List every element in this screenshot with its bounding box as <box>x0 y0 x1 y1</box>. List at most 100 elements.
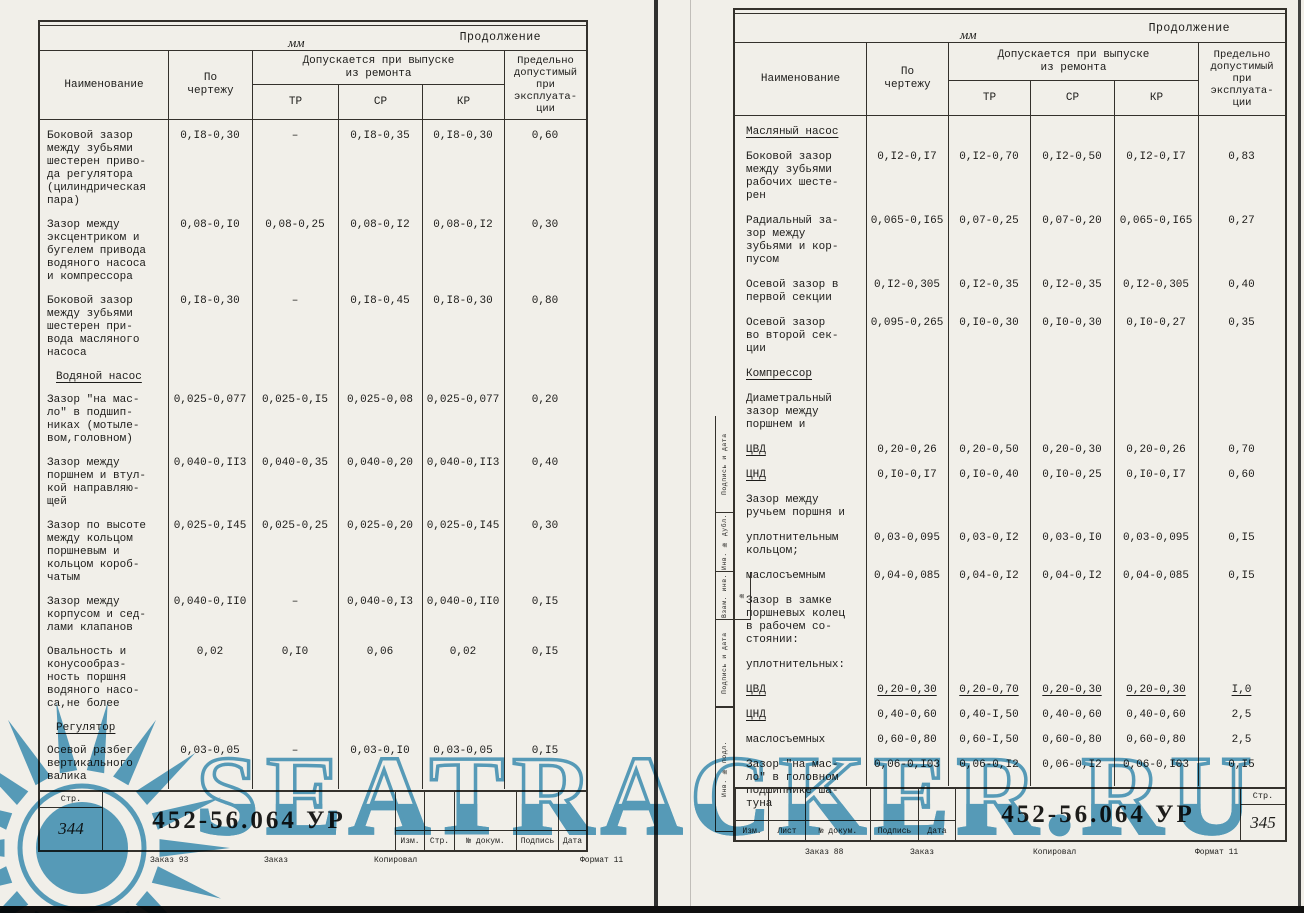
row-value: 0,40-0,60 <box>1126 709 1186 721</box>
sheet-number: 345 <box>1250 812 1276 832</box>
row-value: 0,03-0,05 <box>180 745 240 757</box>
top-strip: Продолжение мм <box>40 22 586 50</box>
section-row: Компрессор <box>735 368 1285 381</box>
row-value: 0,025-0,25 <box>261 520 328 532</box>
sidebar-field: Подпись и дата <box>715 416 734 513</box>
row-name: Боковой зазор между зубьями шестерен при-в… <box>47 295 140 359</box>
row-value: 0,025-0,077 <box>173 394 247 406</box>
sidebar-field: Инв. № подл. <box>715 707 734 832</box>
row-value: – <box>291 295 299 307</box>
table-row: Зазор между поршнем и втул-кой направляю-… <box>40 457 586 509</box>
row-value: 0,I5 <box>531 596 559 608</box>
table-row: Зазор "на мас-ло" в головном подшипнике ш… <box>735 759 1285 811</box>
row-name: Зазор между поршнем и втул-кой направляю-… <box>47 457 147 508</box>
row-value: 0,I8-0,30 <box>433 295 493 307</box>
row-name: Регулятор <box>56 722 116 734</box>
row-name: уплотнительных: <box>746 659 846 671</box>
row-value: 0,08-0,I0 <box>180 219 240 231</box>
row-value: 0,03-0,095 <box>1122 532 1189 544</box>
col-header-kr: КР <box>1114 81 1198 115</box>
binding-edge <box>654 0 658 913</box>
row-name: Зазор между ручьем поршня и <box>746 494 846 519</box>
table-row: ЦНД 0,I0-0,I7 0,I0-0,40 0,I0-0,25 0,I0-0,I7 0… <box>735 469 1285 482</box>
row-value: 0,I8-0,30 <box>180 295 240 307</box>
row-value: 0,I2-0,305 <box>1122 279 1189 291</box>
row-value: 0,025-0,I5 <box>261 394 328 406</box>
col-header-sr: СР <box>1030 81 1114 115</box>
footer-note: Формат 11 <box>580 856 624 865</box>
sidebar-field: Взам. инв. № <box>715 572 751 620</box>
row-value: 0,40-I,50 <box>959 709 1019 721</box>
row-name: Зазор между корпусом и сед-лами клапанов <box>47 596 147 634</box>
row-value: 0,06-0,I03 <box>1122 759 1189 771</box>
col-header-kr: КР <box>422 85 504 119</box>
row-name: Боковой зазор между зубьями рабочих шесте-… <box>746 151 839 202</box>
table-header: Наименование По чертежу Допускается при … <box>735 42 1285 116</box>
col-header-repair: Допускается при выпуске из ремонта <box>948 43 1198 81</box>
row-value: 0,I2-0,I7 <box>877 151 937 163</box>
scan-edge-bottom <box>0 906 1304 913</box>
row-value: 0,60 <box>1228 469 1255 481</box>
row-value: 0,I5 <box>1228 570 1255 582</box>
col-header-tr: ТР <box>948 81 1030 115</box>
row-name: маслосъемным <box>746 570 826 582</box>
row-value: 0,07-0,20 <box>1042 215 1102 227</box>
table-row: Боковой зазор между зубьями шестерен при-в… <box>40 295 586 360</box>
row-value: – <box>291 745 299 757</box>
row-value: 0,27 <box>1228 215 1255 227</box>
row-value: 0,095-0,265 <box>870 317 944 329</box>
title-block-cell: Подпись <box>516 792 558 850</box>
table-row: Овальность и конусообраз-ность поршня водя… <box>40 646 586 711</box>
section-row: Масляный насос <box>735 126 1285 139</box>
row-value: 0,I0-0,I7 <box>877 469 937 481</box>
row-value: 0,20-0,26 <box>877 444 937 456</box>
table-body: Боковой зазор между зубьями шестерен приво… <box>40 120 586 789</box>
table-row: Зазор в замке поршневых колец в рабочем со… <box>735 595 1285 647</box>
footer-note: Заказ 93 <box>150 856 189 865</box>
row-value: 0,025-0,I45 <box>173 520 247 532</box>
row-value: 0,06-0,I2 <box>1042 759 1102 771</box>
table-row: Боковой зазор между зубьями рабочих шесте-… <box>735 151 1285 203</box>
row-value: 0,20-0,26 <box>1126 444 1186 456</box>
row-value: 0,20-0,30 <box>1126 684 1186 696</box>
row-value: 0,I0-0,I7 <box>1126 469 1186 481</box>
row-name: ЦНД <box>746 469 766 481</box>
row-value: 0,30 <box>531 520 559 532</box>
row-value: 0,06 <box>366 646 394 658</box>
row-value: 0,I2-0,70 <box>959 151 1019 163</box>
row-value: 0,20-0,30 <box>1042 684 1102 696</box>
row-value: 0,60-0,80 <box>877 734 937 746</box>
row-value: 0,80 <box>531 295 559 307</box>
footer-note: Копировал <box>374 856 418 865</box>
col-header-limit: Предельно допустимый при эксплуата- ции <box>504 51 586 119</box>
title-block-cell: Стр. <box>424 792 454 850</box>
units-label: мм <box>960 27 977 42</box>
footer-note: Формат 11 <box>1195 848 1239 857</box>
units-label: мм <box>288 35 305 50</box>
sheet-number-box: Стр. 345 <box>1240 789 1285 840</box>
table-row: Диаметральный зазор между поршнем и <box>735 393 1285 432</box>
row-value: 0,I2-0,305 <box>873 279 940 291</box>
table-row: Зазор между ручьем поршня и <box>735 494 1285 520</box>
col-header-sr: СР <box>338 85 422 119</box>
title-block-cell: Изм. <box>735 789 768 840</box>
row-value: 0,20-0,30 <box>877 684 937 696</box>
row-value: I,0 <box>1231 684 1252 696</box>
footer-note: Заказ <box>264 856 289 865</box>
row-value: 0,I5 <box>1228 759 1255 771</box>
footer-note: Копировал <box>1033 848 1077 857</box>
row-value: 0,I2-0,35 <box>959 279 1019 291</box>
row-value: 0,025-0,I45 <box>426 520 500 532</box>
row-value: 0,40 <box>531 457 559 469</box>
table-row: Зазор "на мас-ло" в подшип-никах (мотыле… <box>40 394 586 446</box>
page-right: Продолжение мм Наименование По чертежу Д… <box>715 8 1287 857</box>
title-block-cell: № докум. <box>454 792 516 850</box>
row-name: ЦВД <box>746 684 766 696</box>
row-name: Зазор в замке поршневых колец в рабочем со… <box>746 595 846 646</box>
row-value: 0,04-0,I2 <box>1042 570 1102 582</box>
row-value: 0,040-0,I3 <box>346 596 413 608</box>
sidebar-field: Инв. № дубл. <box>715 513 734 572</box>
footer-note: Заказ <box>910 848 935 857</box>
row-value: 0,I8-0,35 <box>350 130 410 142</box>
